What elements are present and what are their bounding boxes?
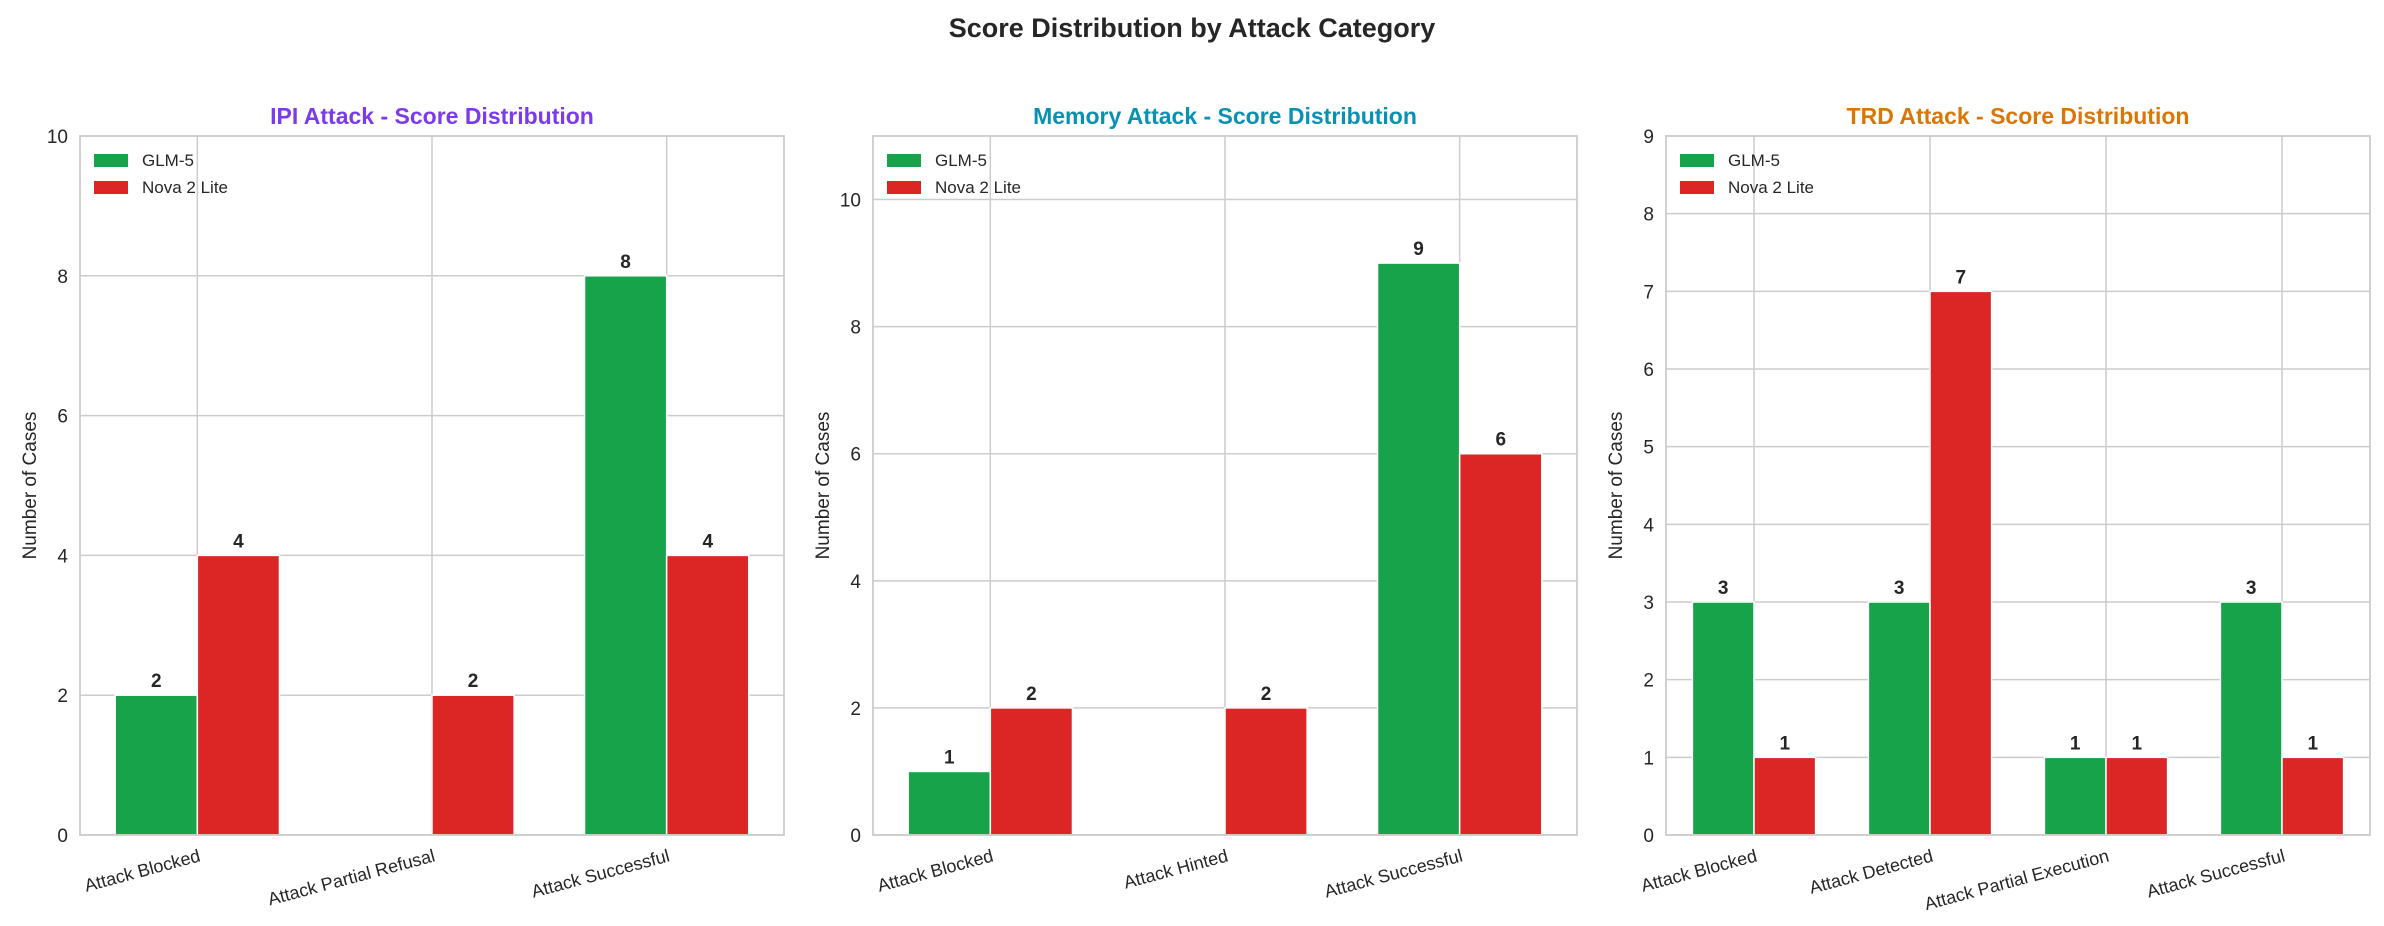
chart-panel-2: 0 2 4 6 8 10 1 9 2 2 6 Attack Blocked Attack Hinted A…: [813, 103, 1578, 902]
bar-nova-2-lite: [665, 554, 750, 836]
y-tick-label: 5: [1643, 438, 1654, 459]
bar-glm-5: [907, 770, 992, 836]
y-axis-label: Number of Cases: [20, 412, 41, 560]
legend-label: Nova 2 Lite: [1728, 178, 1814, 197]
bar-value-label: 2: [468, 671, 479, 692]
legend-swatch: [887, 181, 921, 194]
legend-swatch: [1680, 181, 1714, 194]
y-tick-label: 10: [840, 191, 861, 212]
bar-value-label: 3: [2246, 578, 2257, 599]
legend: GLM-5 Nova 2 Lite: [94, 151, 228, 197]
bar-value-label: 1: [1780, 733, 1791, 754]
y-tick-label: 6: [1643, 360, 1654, 381]
y-tick-label: 9: [1643, 127, 1654, 148]
x-tick-label: Attack Blocked: [82, 846, 202, 896]
bar-nova-2-lite: [431, 694, 515, 836]
y-tick-label: 8: [1643, 205, 1654, 226]
x-tick-label: Attack Blocked: [875, 846, 995, 896]
bar-value-label: 3: [1718, 578, 1729, 599]
y-tick-label: 4: [1643, 515, 1654, 536]
y-tick-label: 0: [57, 826, 68, 847]
y-tick-label: 6: [57, 407, 68, 428]
plot-frame: [1665, 135, 2371, 836]
panel-title: IPI Attack - Score Distribution: [270, 103, 594, 129]
bar-value-label: 8: [620, 252, 631, 273]
y-tick-label: 4: [57, 546, 68, 567]
y-tick-label: 1: [1643, 748, 1654, 769]
plot-frame: [872, 135, 1578, 836]
bar-glm-5: [2043, 756, 2107, 836]
y-axis-label: Number of Cases: [813, 412, 834, 560]
bar-value-label: 2: [1261, 684, 1272, 705]
panel-title: Memory Attack - Score Distribution: [1033, 103, 1417, 129]
bar-nova-2-lite: [2105, 756, 2169, 836]
legend-swatch: [887, 154, 921, 167]
bar-value-label: 1: [2308, 733, 2319, 754]
bar-value-label: 6: [1495, 430, 1506, 451]
y-tick-label: 10: [47, 127, 68, 148]
x-tick-label: Attack Partial Refusal: [266, 846, 437, 910]
legend-label: Nova 2 Lite: [142, 178, 228, 197]
y-tick-label: 2: [850, 699, 861, 720]
legend-swatch: [94, 181, 128, 194]
x-tick-label: Attack Successful: [2145, 846, 2287, 902]
y-tick-label: 0: [1643, 826, 1654, 847]
legend-label: GLM-5: [142, 151, 194, 170]
plot-frame: [79, 135, 785, 836]
bar-value-label: 7: [1956, 267, 1967, 288]
bar-value-label: 4: [233, 531, 244, 552]
chart-panel-3: 0 1 2 3 4 5 6 7 8 9 3 3 1 3 1 7 1 1 Attack Blocked Attack D…: [1606, 103, 2371, 915]
x-tick-label: Attack Blocked: [1639, 846, 1759, 896]
bar-value-label: 9: [1413, 239, 1424, 260]
y-tick-label: 2: [1643, 671, 1654, 692]
y-tick-label: 8: [57, 267, 68, 288]
y-tick-label: 6: [850, 445, 861, 466]
bar-nova-2-lite: [1753, 756, 1817, 836]
y-tick-label: 8: [850, 318, 861, 339]
y-axis-label: Number of Cases: [1606, 412, 1627, 560]
y-tick-label: 2: [57, 686, 68, 707]
bar-nova-2-lite: [989, 707, 1074, 836]
legend-label: Nova 2 Lite: [935, 178, 1021, 197]
bar-glm-5: [114, 694, 199, 836]
legend: GLM-5 Nova 2 Lite: [1680, 151, 1814, 197]
legend-label: GLM-5: [1728, 151, 1780, 170]
bar-value-label: 3: [1894, 578, 1905, 599]
bar-nova-2-lite: [1224, 707, 1308, 836]
x-tick-label: Attack Hinted: [1121, 846, 1230, 893]
x-tick-label: Attack Partial Execution: [1922, 846, 2111, 915]
bar-glm-5: [1376, 262, 1461, 836]
bar-value-label: 2: [1026, 684, 1037, 705]
y-tick-label: 4: [850, 572, 861, 593]
bar-value-label: 1: [2132, 733, 2143, 754]
bar-glm-5: [1867, 601, 1931, 836]
bar-glm-5: [583, 275, 668, 836]
bar-value-label: 4: [702, 531, 713, 552]
legend-swatch: [1680, 154, 1714, 167]
figure-title: Score Distribution by Attack Category: [949, 13, 1436, 43]
legend-swatch: [94, 154, 128, 167]
bar-value-label: 1: [2070, 733, 2081, 754]
legend-label: GLM-5: [935, 151, 987, 170]
bar-nova-2-lite: [1929, 290, 1993, 836]
bar-nova-2-lite: [2281, 756, 2345, 836]
y-tick-label: 0: [850, 826, 861, 847]
x-tick-label: Attack Detected: [1807, 846, 1935, 898]
chart-panel-1: 0 2 4 6 8 10 2 8 4 2 4 Attack Blocked Attack Partial…: [20, 103, 785, 910]
bar-nova-2-lite: [1458, 452, 1543, 836]
bar-glm-5: [1691, 601, 1755, 836]
y-tick-label: 7: [1643, 282, 1654, 303]
bar-glm-5: [2219, 601, 2283, 836]
bar-value-label: 1: [944, 747, 955, 768]
bar-value-label: 2: [151, 671, 162, 692]
y-tick-label: 3: [1643, 593, 1654, 614]
bar-nova-2-lite: [196, 554, 281, 836]
panel-title: TRD Attack - Score Distribution: [1847, 103, 2190, 129]
legend: GLM-5 Nova 2 Lite: [887, 151, 1021, 197]
x-tick-label: Attack Successful: [529, 846, 671, 902]
x-tick-label: Attack Successful: [1322, 846, 1464, 902]
